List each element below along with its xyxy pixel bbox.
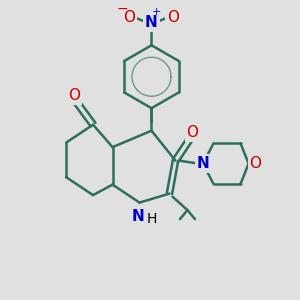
- Text: O: O: [68, 88, 80, 103]
- Text: O: O: [186, 125, 198, 140]
- Text: H: H: [147, 212, 157, 226]
- Text: O: O: [167, 10, 179, 25]
- Text: O: O: [123, 10, 135, 25]
- Text: N: N: [197, 156, 209, 171]
- Text: −: −: [117, 2, 128, 16]
- Text: +: +: [152, 7, 162, 17]
- Text: N: N: [132, 209, 144, 224]
- Text: O: O: [249, 156, 261, 171]
- Text: N: N: [145, 15, 158, 30]
